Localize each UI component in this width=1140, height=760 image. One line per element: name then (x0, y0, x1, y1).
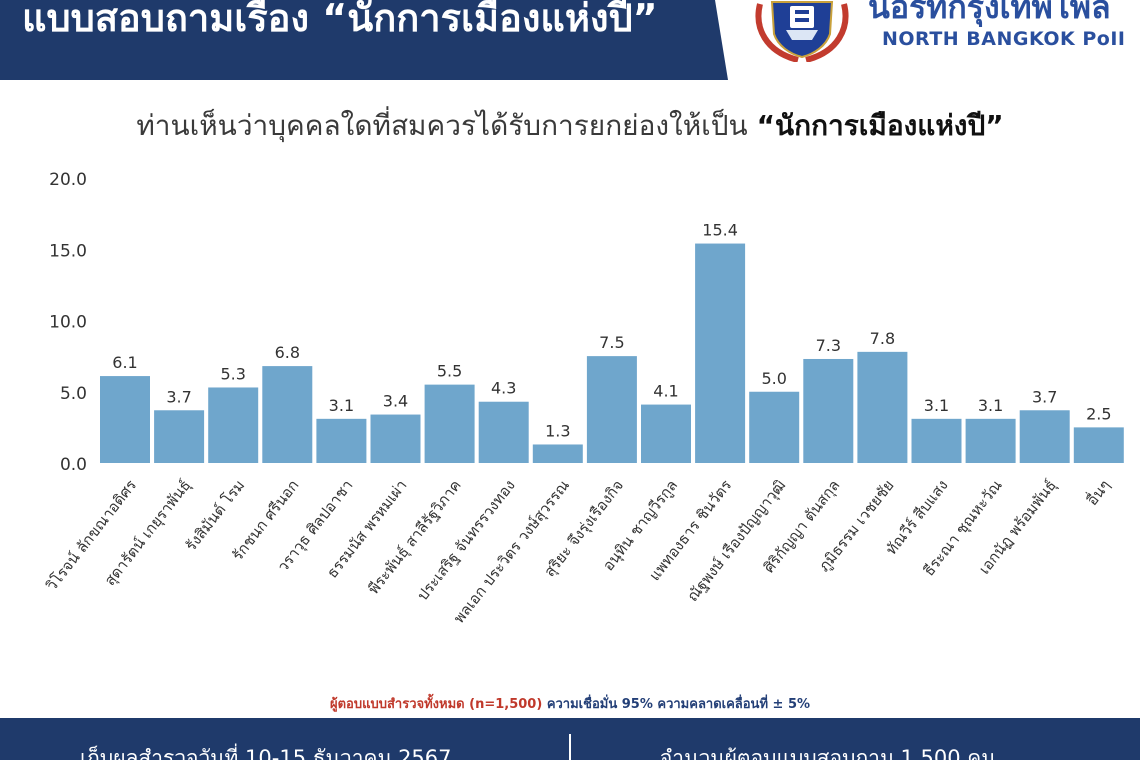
survey-footnote: ผู้ตอบแบบสำรวจทั้งหมด (n=1,500) ความเชื่… (0, 693, 1140, 714)
footer-survey-dates: เก็บผลสำรวจวันที่ 10-15 ธันวาคม 2567 (80, 746, 452, 760)
bar-value-label: 6.1 (112, 353, 137, 372)
bar-18 (1019, 410, 1070, 463)
bar-value-label: 3.7 (166, 387, 191, 406)
y-axis-tick-label: 0.0 (60, 455, 87, 475)
y-axis-tick-label: 20.0 (49, 170, 87, 190)
bar-12 (695, 243, 746, 463)
y-axis-tick-label: 10.0 (49, 313, 87, 333)
bar-value-label: 4.1 (653, 382, 678, 401)
x-axis-category-label: อื่นๆ (1081, 475, 1114, 509)
bar-4 (262, 366, 313, 463)
bar-chart: 0.0 5.0 10.0 15.0 20.0 6.1 วิโรจน์ ลักขณาอดิศร… (42, 170, 1124, 628)
bar-value-label: 7.3 (816, 336, 841, 355)
footer-divider (569, 734, 571, 760)
header-background (0, 0, 728, 80)
bar-value-label: 5.0 (761, 369, 786, 388)
survey-question: ท่านเห็นว่าบุคคลใดที่สมควรได้รับการยกย่อ… (0, 104, 1140, 148)
bar-value-label: 3.1 (924, 396, 949, 415)
bar-17 (965, 418, 1016, 463)
footnote-confidence: ความเชื่อมั่น 95% ความคลาดเคลื่อนที่ ± 5… (546, 697, 811, 712)
bar-value-label: 3.4 (383, 392, 408, 411)
bar-value-label: 1.3 (545, 421, 570, 440)
bar-value-label: 2.5 (1086, 404, 1111, 423)
bar-16 (911, 418, 962, 463)
bar-19 (1073, 427, 1124, 463)
bar-value-label: 7.5 (599, 333, 624, 352)
footnote-sample: ผู้ตอบแบบสำรวจทั้งหมด (n=1,500) (329, 697, 543, 712)
bar-9 (532, 444, 583, 463)
bar-6 (370, 414, 421, 463)
university-seal-icon (755, 0, 849, 62)
bar-value-label: 4.3 (491, 379, 516, 398)
bar-7 (424, 384, 475, 463)
bar-15 (857, 351, 908, 463)
question-text: ท่านเห็นว่าบุคคลใดที่สมควรได้รับการยกย่อ… (136, 109, 748, 142)
bar-8 (478, 401, 529, 463)
header-title: แบบสอบถามเรื่อง “นักการเมืองแห่งปี” (22, 0, 658, 40)
bar-value-label: 3.1 (329, 396, 354, 415)
bar-3 (208, 387, 259, 463)
bar-11 (641, 404, 691, 463)
bar-value-label: 5.5 (437, 362, 462, 381)
bar-1 (100, 376, 150, 463)
bar-13 (749, 391, 800, 463)
bar-2 (154, 410, 205, 463)
question-highlight: “นักการเมืองแห่งปี” (756, 109, 1004, 142)
x-axis-category-label: พีระพันธุ์ สาลีรัฐวิภาค (364, 476, 465, 598)
brand-name-thai: นอร์ทกรุงเทพโพล (868, 0, 1111, 26)
bar-14 (803, 358, 854, 463)
bar-value-label: 3.7 (1032, 387, 1057, 406)
x-axis-category-label: ประเสริฐ จันทรรวงทอง (414, 476, 519, 604)
x-axis-category-label: ณัฐพงษ์ เรืองปัญญาวุฒิ (683, 476, 790, 605)
x-axis-category-label: วิโรจน์ ลักขณาอดิศร (42, 476, 140, 594)
brand-name-english: NORTH BANGKOK PoII (882, 28, 1126, 50)
y-axis-tick-label: 15.0 (49, 241, 87, 261)
bar-value-label: 5.3 (220, 364, 245, 383)
bar-value-label: 6.8 (275, 343, 300, 362)
header-band: แบบสอบถามเรื่อง “นักการเมืองแห่งปี” นอร์… (0, 0, 1140, 80)
footer-band: เก็บผลสำรวจวันที่ 10-15 ธันวาคม 2567 จำน… (0, 718, 1140, 760)
bar-value-label: 7.8 (870, 329, 895, 348)
y-axis-tick-label: 5.0 (60, 384, 87, 404)
bar-10 (586, 356, 637, 463)
bar-value-label: 3.1 (978, 396, 1003, 415)
bar-5 (316, 418, 367, 463)
bar-value-label: 15.4 (702, 221, 738, 240)
footer-respondent-count: จำนวนผู้ตอบแบบสอบถาม 1,500 คน (660, 746, 996, 760)
